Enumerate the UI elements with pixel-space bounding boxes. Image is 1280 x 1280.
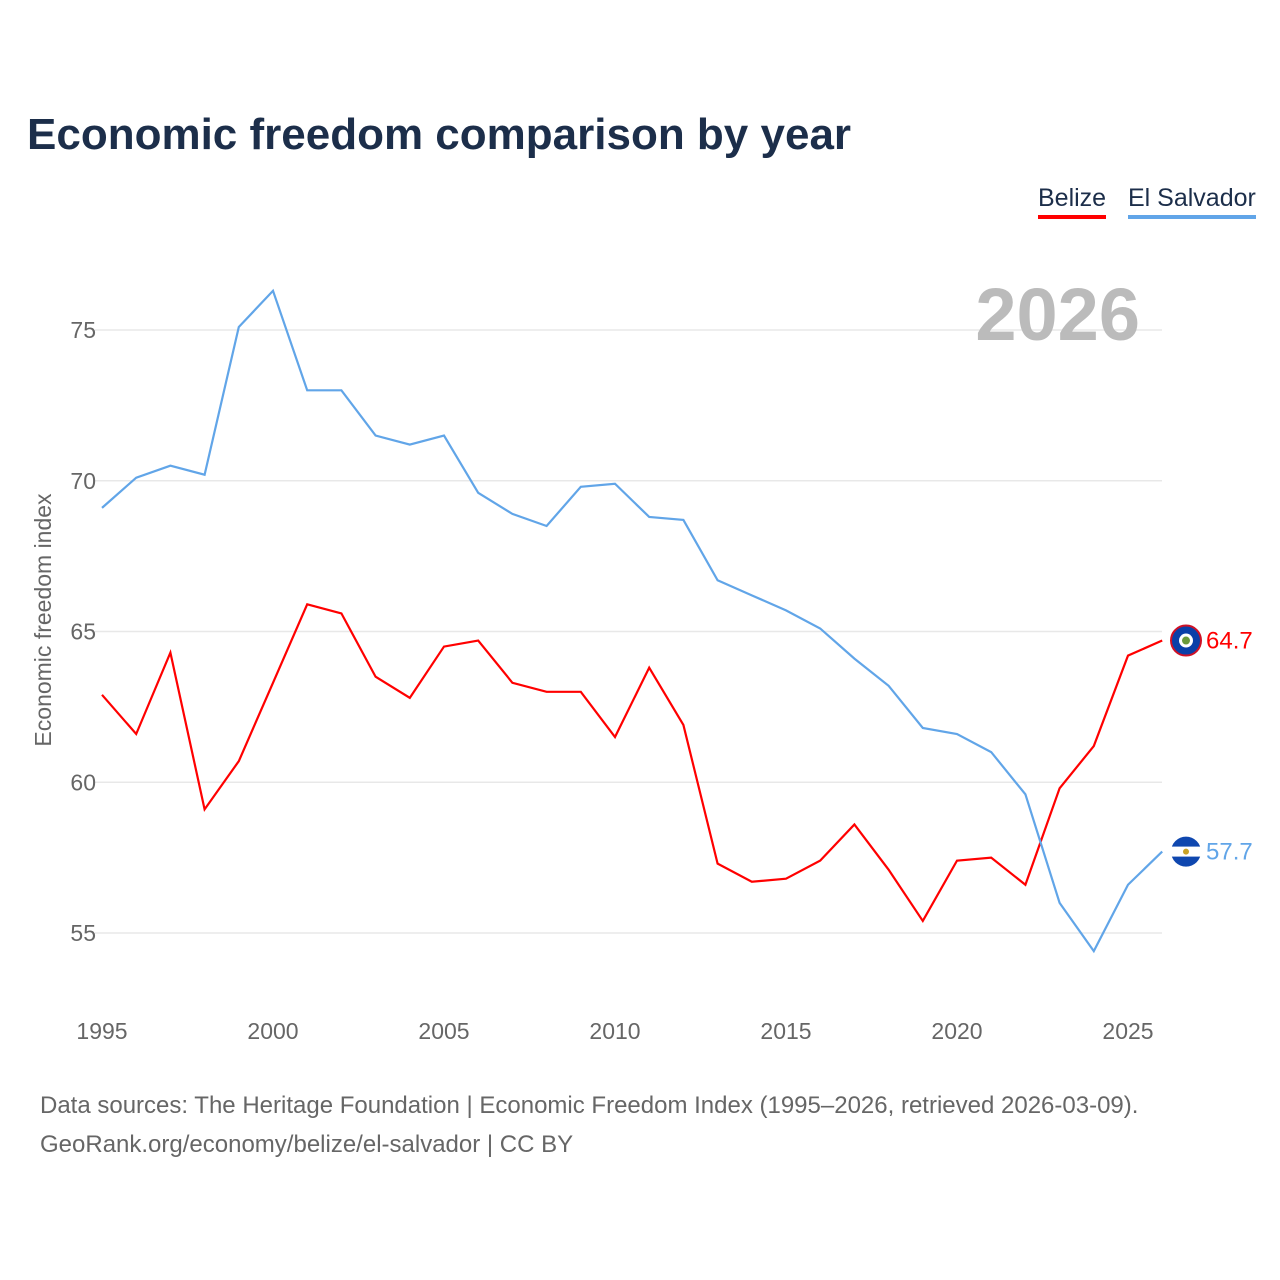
y-tick-label: 70 [70,468,96,494]
flag-emblem [1183,848,1189,855]
footer: Data sources: The Heritage Foundation | … [40,1086,1138,1164]
flag-emblem-center [1182,636,1190,645]
footer-sources: Data sources: The Heritage Foundation | … [40,1092,1139,1119]
legend-el-salvador[interactable]: El Salvador [1128,184,1256,219]
footer-link[interactable]: GeoRank.org/economy/belize/el-salvador |… [40,1131,574,1158]
series-line-belize [101,603,1163,924]
y-tick-label: 60 [70,769,96,795]
x-tick-label: 2020 [931,1018,982,1044]
y-axis-label: Economic freedom index [30,493,56,747]
chart-title: Economic freedom comparison by year [27,110,852,159]
y-tick-label: 75 [70,317,96,343]
y-tick-label: 65 [70,619,96,645]
x-tick-label: 2025 [1102,1018,1153,1044]
x-tick-label: 2015 [760,1018,811,1044]
x-tick-label: 2000 [247,1018,298,1044]
x-tick-label: 1995 [76,1018,127,1044]
belize-flag-icon [1170,624,1202,657]
x-tick-label: 2005 [418,1018,469,1044]
x-tick-label: 2010 [589,1018,640,1044]
year-watermark: 2026 [975,273,1140,356]
end-value-label: 57.7 [1206,839,1253,866]
end-value-label: 64.7 [1206,628,1253,655]
series-line-el-salvador [101,288,1163,954]
el-salvador-flag-icon [1171,836,1201,867]
y-tick-label: 55 [70,920,96,946]
legend-belize[interactable]: Belize [1038,184,1107,219]
